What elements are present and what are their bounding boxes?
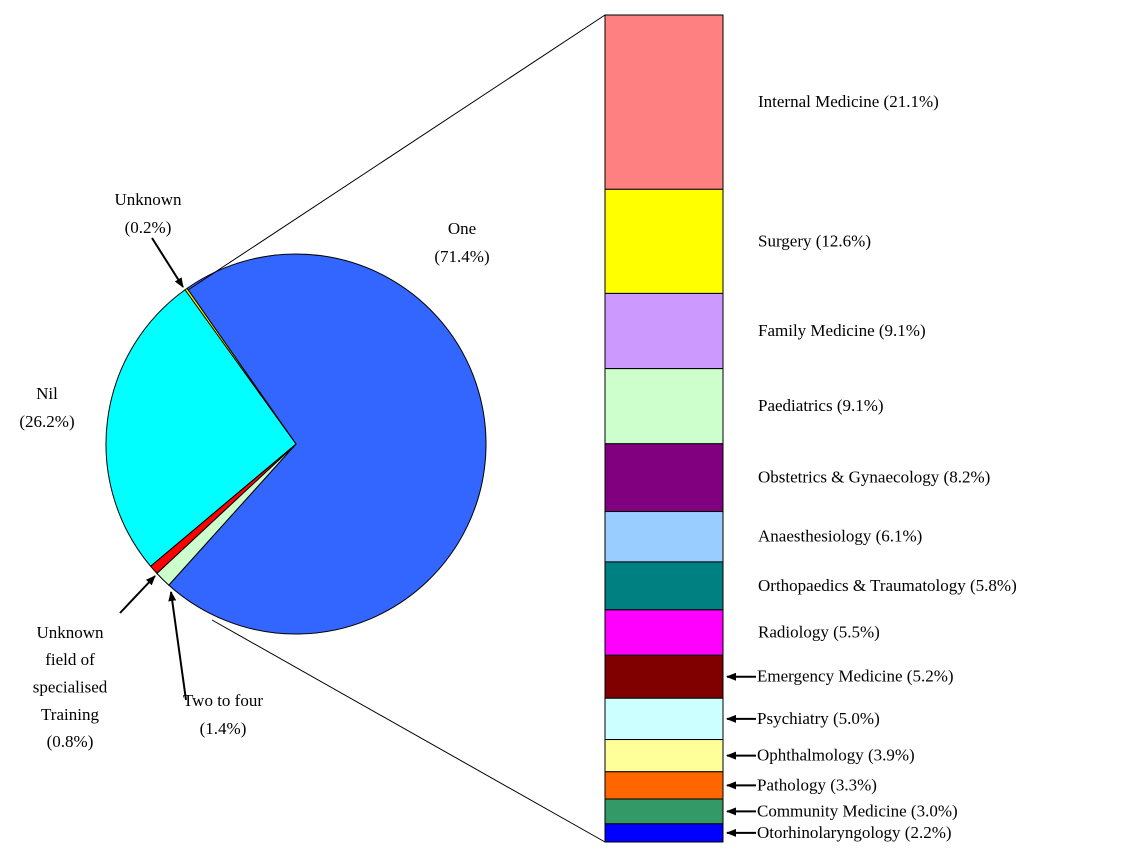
bar-label: Otorhinolaryngology (2.2%) xyxy=(757,823,952,842)
bar-segment xyxy=(604,368,724,445)
bar-label: Pathology (3.3%) xyxy=(757,775,877,794)
pie-label: (1.4%) xyxy=(200,719,247,738)
bar-label: Obstetrics & Gynaecology (8.2%) xyxy=(758,468,990,487)
bar-label: Paediatrics (9.1%) xyxy=(758,396,884,415)
pie-label: specialised xyxy=(33,678,108,697)
bar-label: Emergency Medicine (5.2%) xyxy=(757,667,954,686)
pie-label: Nil xyxy=(36,384,58,403)
bar-label: Ophthalmology (3.9%) xyxy=(757,746,915,765)
bar-segment xyxy=(604,14,724,190)
bar-segment xyxy=(604,654,724,699)
bar-segment xyxy=(604,511,724,563)
bar-segment xyxy=(604,798,724,825)
bar-label: Psychiatry (5.0%) xyxy=(757,709,880,728)
pie-label: field of xyxy=(45,650,95,669)
bar-label: Anaesthesiology (6.1%) xyxy=(758,527,922,546)
pie-label: (71.4%) xyxy=(434,247,489,266)
label-arrow xyxy=(119,575,156,614)
pie-slice xyxy=(105,289,297,567)
pie-label: Two to four xyxy=(183,691,263,710)
pie-label: One xyxy=(448,219,476,238)
pie-label: (0.8%) xyxy=(47,732,94,751)
bar-segment xyxy=(604,561,724,611)
bar-segment xyxy=(604,188,724,294)
connector-line xyxy=(187,14,606,291)
bar-stack xyxy=(604,14,724,843)
bar-segment xyxy=(604,823,724,843)
bar-label: Radiology (5.5%) xyxy=(758,622,880,641)
bar-segment xyxy=(604,771,724,800)
pie-label: Unknown xyxy=(36,623,104,642)
pie-label: Training xyxy=(41,705,99,724)
bar-segment xyxy=(604,292,724,370)
bar-label: Family Medicine (9.1%) xyxy=(758,321,926,340)
bar-label: Internal Medicine (21.1%) xyxy=(758,92,939,111)
bar-label: Surgery (12.6%) xyxy=(758,231,871,250)
pie-slice xyxy=(184,287,297,445)
pie-label: Unknown xyxy=(114,190,182,209)
pie xyxy=(105,253,487,635)
pie-label: (0.2%) xyxy=(125,218,172,237)
bar-label: Orthopaedics & Traumatology (5.8%) xyxy=(758,576,1017,595)
pie-label: (26.2%) xyxy=(19,412,74,431)
bar-segment xyxy=(604,443,724,513)
label-arrow xyxy=(151,237,184,288)
bar-segment xyxy=(604,697,724,741)
pie-slice xyxy=(168,253,487,635)
label-arrow xyxy=(168,591,187,701)
bar-label: Community Medicine (3.0%) xyxy=(757,801,958,820)
bar-segment xyxy=(604,739,724,773)
connector-line xyxy=(211,619,606,843)
bar-segment xyxy=(604,609,724,656)
